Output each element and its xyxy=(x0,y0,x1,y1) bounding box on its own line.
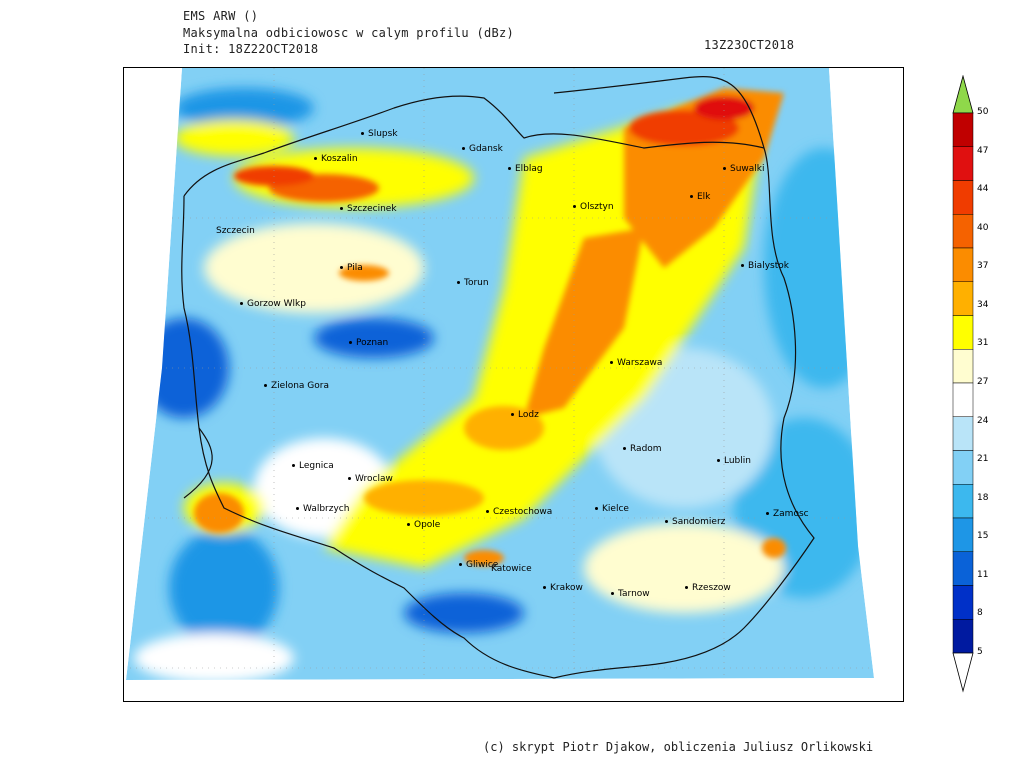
legend-tick-label: 24 xyxy=(977,415,989,426)
legend-band xyxy=(952,382,974,417)
legend-tick-label: 18 xyxy=(977,492,989,503)
city-label: Gdansk xyxy=(462,144,503,154)
city-label: Bialystok xyxy=(741,261,789,271)
city-label: Gliwice xyxy=(459,560,498,570)
legend-tick-label: 47 xyxy=(977,145,989,156)
city-label: Zielona Gora xyxy=(264,381,329,391)
city-label: Elblag xyxy=(508,164,543,174)
legend-tick-label: 40 xyxy=(977,222,989,233)
legend-tick-label: 15 xyxy=(977,531,989,542)
valid-time: 13Z23OCT2018 xyxy=(704,38,795,52)
city-label: Zamosc xyxy=(766,509,809,519)
city-label: Legnica xyxy=(292,461,334,471)
city-label: Radom xyxy=(623,444,662,454)
legend-band xyxy=(952,585,974,620)
city-label: Rzeszow xyxy=(685,583,731,593)
city-label: Krakow xyxy=(543,583,583,593)
color-legend xyxy=(952,75,974,693)
city-label: Tarnow xyxy=(611,589,650,599)
reflectivity-field xyxy=(126,68,874,680)
city-label: Warszawa xyxy=(610,358,662,368)
model-title: EMS ARW () xyxy=(183,9,259,23)
legend-band xyxy=(952,349,974,384)
city-label: Szczecin xyxy=(216,226,255,236)
legend-tick-label: 21 xyxy=(977,454,989,465)
legend-band xyxy=(952,484,974,519)
city-label: Wroclaw xyxy=(348,474,393,484)
city-label: Suwalki xyxy=(723,164,765,174)
legend-band xyxy=(952,247,974,282)
legend-tick-label: 8 xyxy=(977,608,983,619)
legend-band xyxy=(952,416,974,451)
city-label: Katowice xyxy=(491,564,532,574)
legend-tick-label: 50 xyxy=(977,107,989,117)
city-label: Elk xyxy=(690,192,710,202)
credit-line: (c) skrypt Piotr Djakow, obliczenia Juli… xyxy=(483,740,874,754)
city-label: Koszalin xyxy=(314,154,358,164)
legend-band xyxy=(952,112,974,147)
legend-tick-label: 44 xyxy=(977,184,989,195)
legend-band xyxy=(952,214,974,249)
legend-tick-label: 34 xyxy=(977,299,989,310)
legend-tick-label: 27 xyxy=(977,377,989,387)
legend-tick-label: 5 xyxy=(977,647,983,657)
legend-band xyxy=(952,180,974,215)
legend-overflow-arrow xyxy=(952,75,974,114)
city-label: Pila xyxy=(340,263,363,273)
city-label: Walbrzych xyxy=(296,504,349,514)
legend-band xyxy=(952,517,974,552)
legend-band xyxy=(952,551,974,586)
init-time: Init: 18Z22OCT2018 xyxy=(183,42,319,56)
city-label: Gorzow Wlkp xyxy=(240,299,306,309)
city-label: Poznan xyxy=(349,338,388,348)
city-label: Lodz xyxy=(511,410,539,420)
legend-band xyxy=(952,281,974,316)
city-label: Torun xyxy=(457,278,489,288)
city-label: Szczecinek xyxy=(340,204,397,214)
city-label: Czestochowa xyxy=(486,507,552,517)
city-label: Kielce xyxy=(595,504,629,514)
legend-underflow-arrow xyxy=(952,652,974,693)
legend-tick-label: 31 xyxy=(977,338,989,349)
legend-band xyxy=(952,146,974,181)
field-title: Maksymalna odbiciowosc w calym profilu (… xyxy=(183,26,515,40)
city-label: Sandomierz xyxy=(665,517,725,527)
radar-map: Slupsk Gdansk Koszalin Elblag Suwalki Sz… xyxy=(123,67,904,702)
legend-band xyxy=(952,619,974,654)
city-label: Lublin xyxy=(717,456,751,466)
legend-band xyxy=(952,450,974,485)
city-label: Opole xyxy=(407,520,440,530)
legend-tick-label: 37 xyxy=(977,261,989,272)
legend-band xyxy=(952,315,974,350)
legend-tick-label: 11 xyxy=(977,569,989,580)
city-label: Slupsk xyxy=(361,129,398,139)
city-label: Olsztyn xyxy=(573,202,614,212)
